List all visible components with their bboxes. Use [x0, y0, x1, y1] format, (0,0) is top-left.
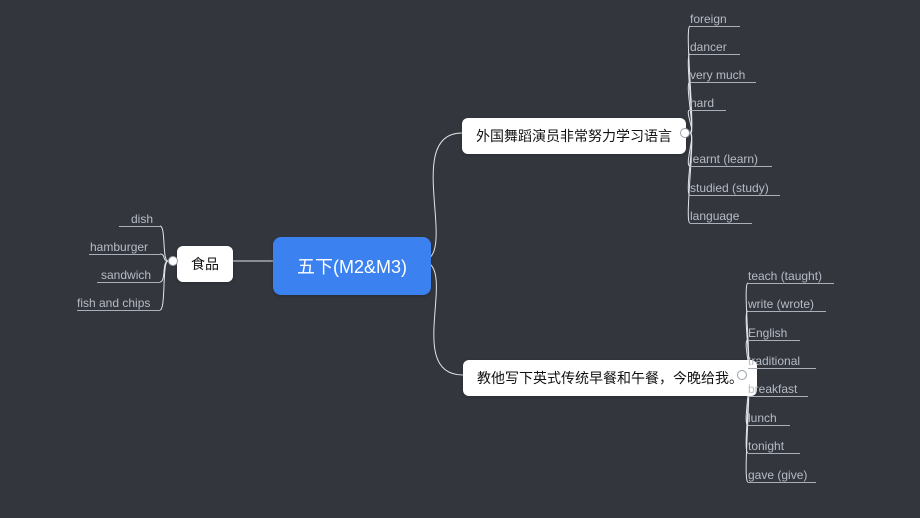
leaf-label[interactable]: hard [690, 96, 714, 110]
leaf-underline [97, 282, 160, 283]
leaf-underline [690, 195, 780, 196]
leaf-underline [77, 310, 160, 311]
leaf-label[interactable]: sandwich [101, 268, 151, 282]
leaf-underline [748, 340, 800, 341]
leaf-label[interactable]: lunch [748, 411, 777, 425]
leaf-label[interactable]: breakfast [748, 382, 797, 396]
leaf-underline [690, 110, 726, 111]
leaf-underline [748, 311, 826, 312]
branch-node-teach-write[interactable]: 教他写下英式传统早餐和午餐，今晚给我。 [463, 360, 757, 396]
leaf-label[interactable]: hamburger [90, 240, 148, 254]
leaf-label[interactable]: traditional [748, 354, 800, 368]
leaf-label[interactable]: teach (taught) [748, 269, 822, 283]
leaf-underline [690, 54, 740, 55]
leaf-underline [748, 396, 808, 397]
joint-teach-write[interactable] [737, 370, 747, 380]
leaf-underline [690, 223, 752, 224]
branch-node-foreign-dancer[interactable]: 外国舞蹈演员非常努力学习语言 [462, 118, 686, 154]
leaf-underline [748, 482, 816, 483]
leaf-label[interactable]: learnt (learn) [690, 152, 758, 166]
leaf-underline [748, 425, 790, 426]
leaf-label[interactable]: English [748, 326, 787, 340]
leaf-label[interactable]: dancer [690, 40, 727, 54]
leaf-underline [119, 226, 160, 227]
branch-node-food[interactable]: 食品 [177, 246, 233, 282]
leaf-label[interactable]: language [690, 209, 739, 223]
leaf-label[interactable]: dish [131, 212, 153, 226]
leaf-label[interactable]: foreign [690, 12, 727, 26]
leaf-underline [89, 254, 160, 255]
leaf-underline [748, 453, 800, 454]
root-node[interactable]: 五下(M2&M3) [273, 237, 431, 295]
joint-foreign-dancer[interactable] [680, 128, 690, 138]
leaf-label[interactable]: tonight [748, 439, 784, 453]
leaf-underline [690, 166, 772, 167]
leaf-label[interactable]: very much [690, 68, 745, 82]
leaf-underline [690, 82, 756, 83]
leaf-underline [748, 283, 834, 284]
joint-food[interactable] [168, 256, 178, 266]
leaf-label[interactable]: gave (give) [748, 468, 807, 482]
leaf-label[interactable]: write (wrote) [748, 297, 814, 311]
leaf-underline [690, 26, 740, 27]
leaf-underline [748, 368, 816, 369]
leaf-label[interactable]: studied (study) [690, 181, 769, 195]
leaf-label[interactable]: fish and chips [77, 296, 150, 310]
